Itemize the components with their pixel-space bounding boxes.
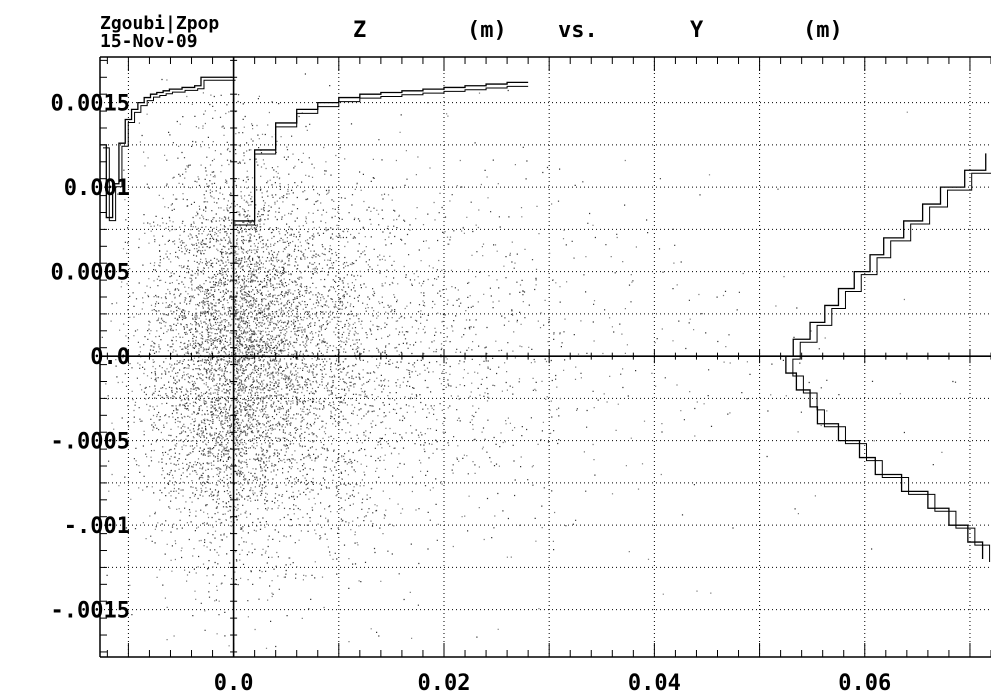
histogram-y-negative-shadow: [103, 79, 236, 222]
y-tick-label: -.0015: [51, 599, 130, 624]
x-tick-label: 0.04: [628, 671, 681, 693]
axes: [99, 56, 991, 658]
y-tick-label: 0.0015: [51, 92, 130, 117]
title-word-y: Y: [690, 18, 704, 43]
title-word-z: Z: [353, 18, 367, 43]
y-tick-label: 0.0: [90, 345, 130, 370]
title-word-unit-2: (m): [803, 18, 843, 43]
y-tick-label: 0.0005: [51, 261, 130, 286]
histograms: [100, 76, 991, 562]
x-tick-label: 0.06: [838, 671, 891, 693]
x-tick-label: 0.0: [214, 671, 254, 693]
histogram-z-shadow: [792, 172, 991, 562]
histogram-y-negative: [100, 76, 233, 219]
x-tick-label: 0.02: [417, 671, 470, 693]
date-label: 15-Nov-09: [100, 31, 198, 52]
scatter-points-b: [105, 79, 943, 649]
tick-labels: 0.0 0.02 0.04 0.06 0.0015 0.001 0.0005 0.0 -.000…: [51, 92, 892, 693]
scatter-points-a: [101, 73, 957, 648]
y-tick-label: 0.001: [64, 176, 130, 201]
y-tick-label: -.001: [64, 514, 130, 539]
title-word-vs: vs.: [558, 18, 598, 43]
scatter-points: [101, 73, 957, 649]
histogram-y-positive-shadow: [233, 85, 529, 226]
program-label: Zgoubi|Zpop: [100, 13, 220, 34]
title-word-unit-1: (m): [467, 18, 507, 43]
y-tick-label: -.0005: [51, 430, 130, 455]
